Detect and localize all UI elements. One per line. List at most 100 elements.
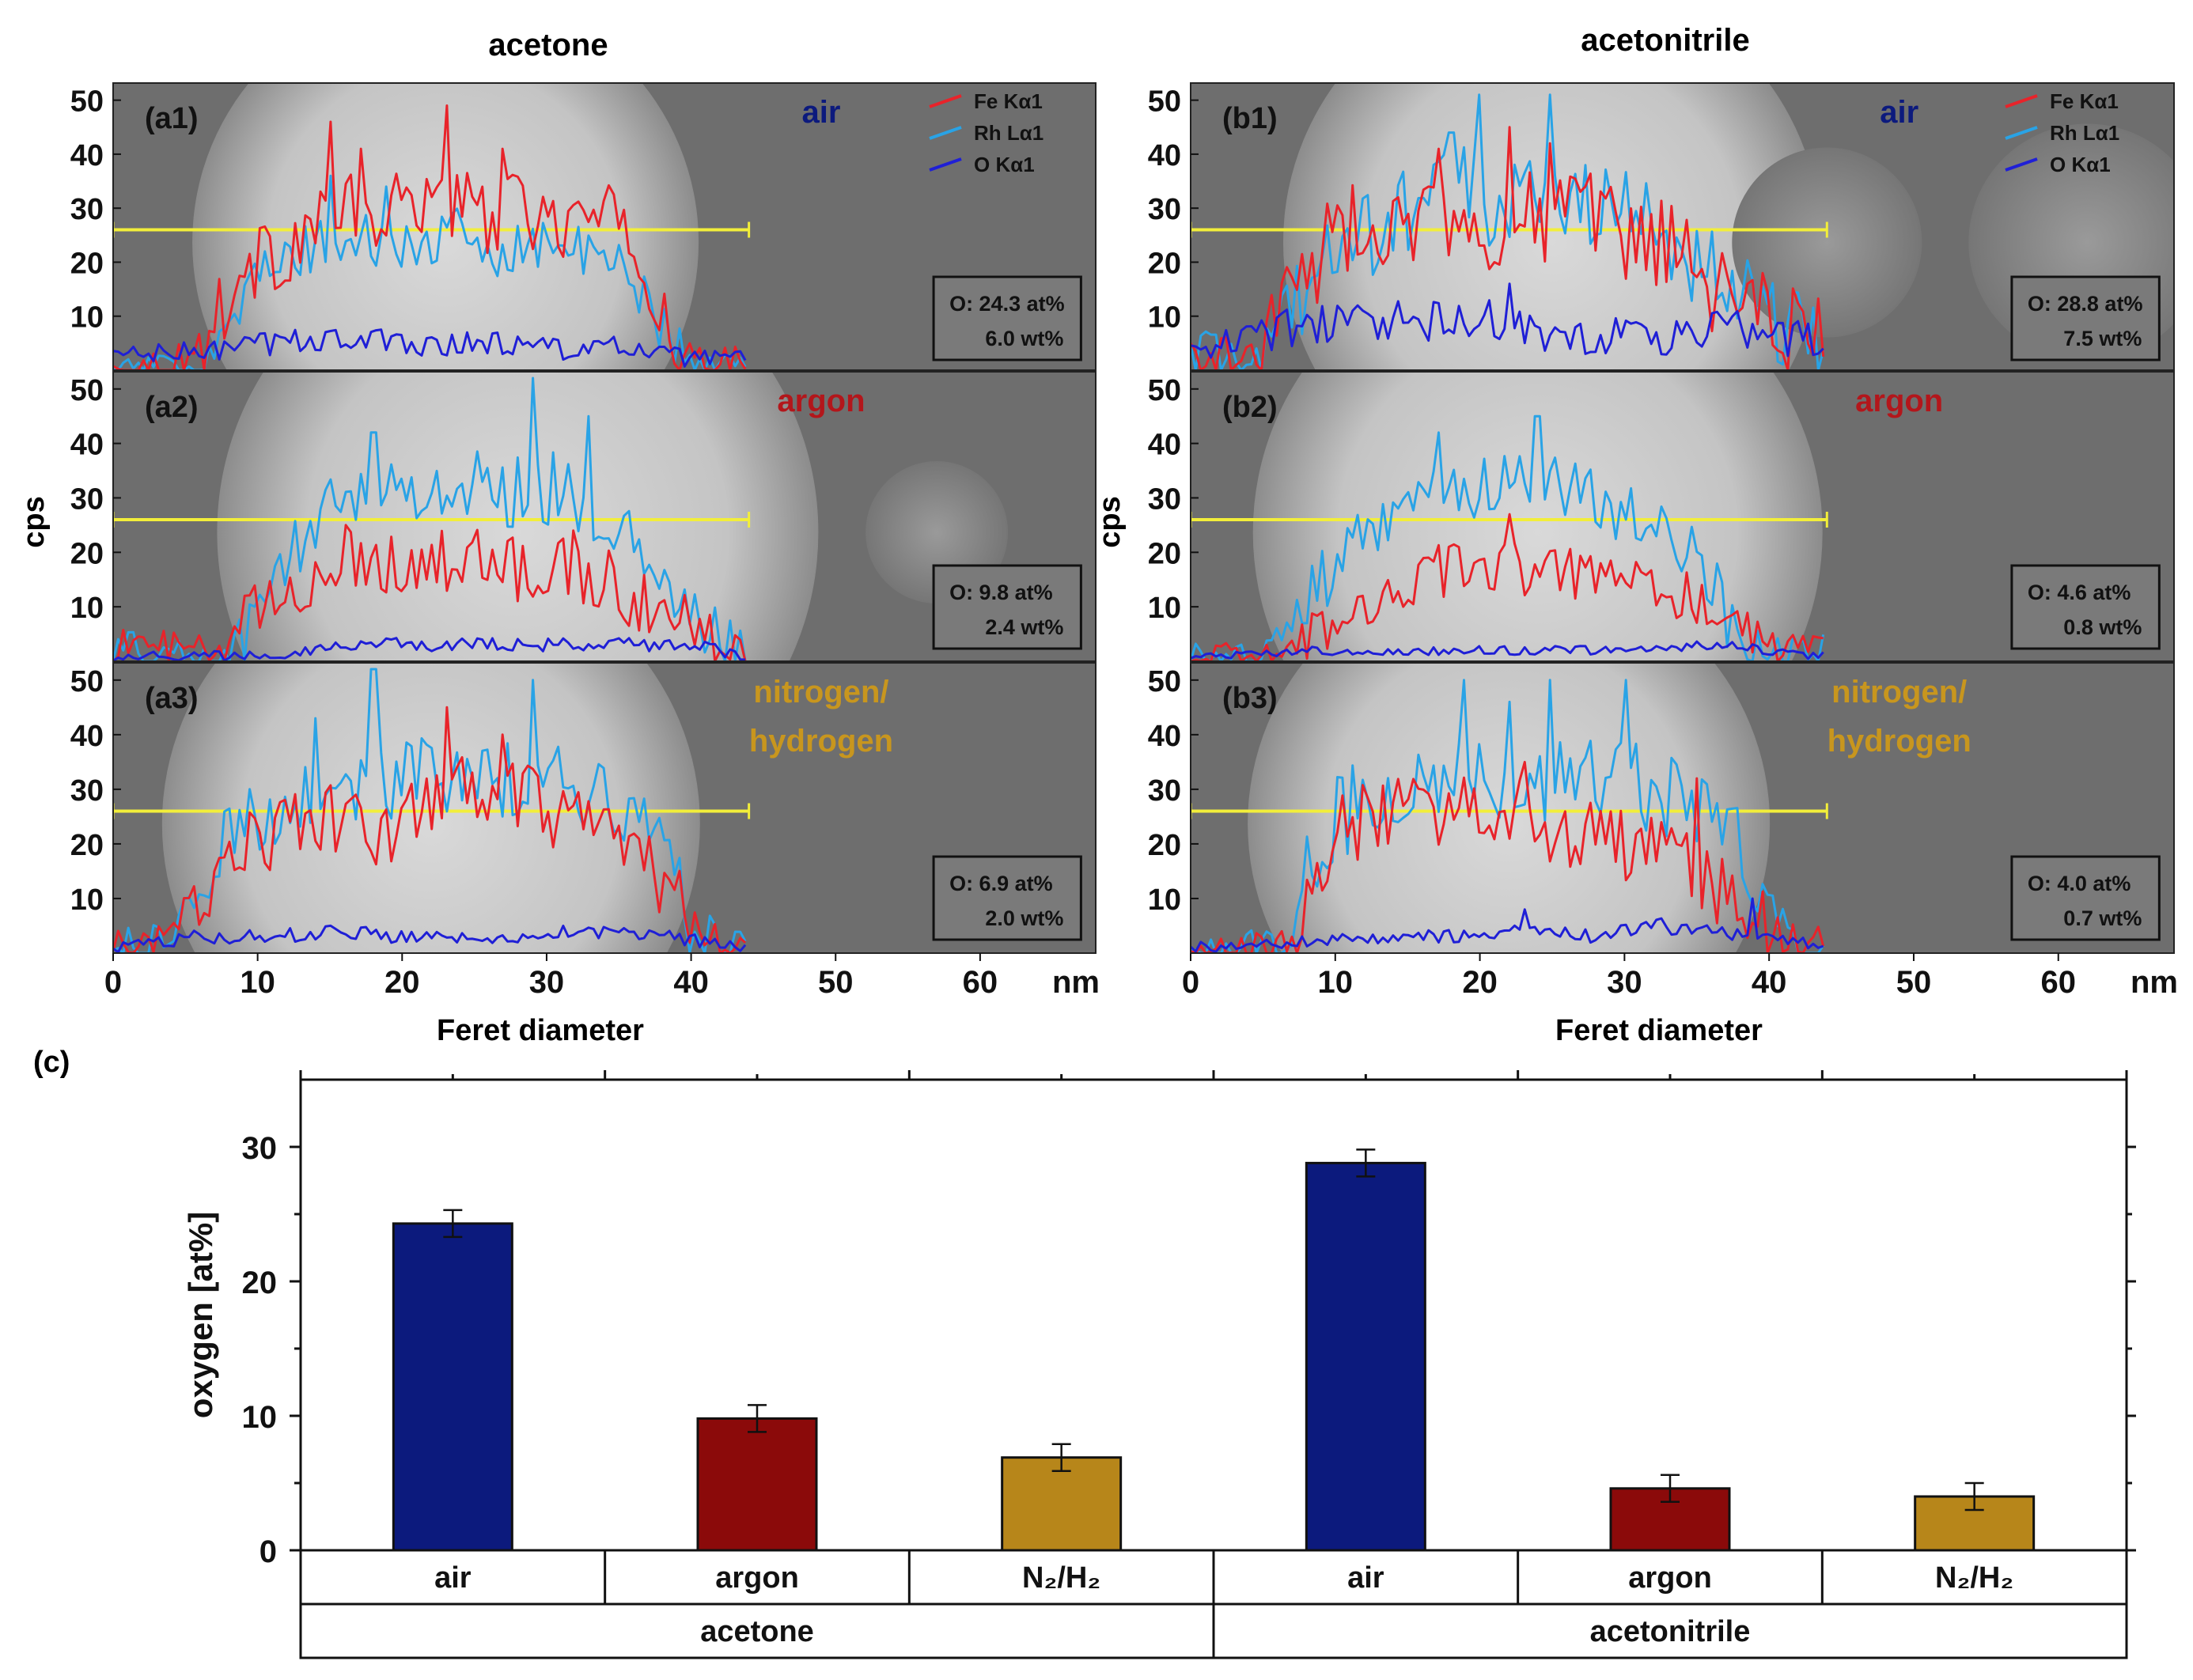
composition-at: O: 4.0 at% bbox=[2028, 872, 2131, 895]
xtick-label: 20 bbox=[384, 965, 420, 1000]
ytick-label: 10 bbox=[70, 592, 104, 625]
ytick-label: 30 bbox=[70, 482, 104, 516]
ytick-label: 40 bbox=[1148, 429, 1181, 462]
legend-entry-2: Rh Lα1 bbox=[974, 121, 1043, 145]
xtick-label: 60 bbox=[963, 965, 998, 1000]
ytick-label: 30 bbox=[70, 774, 104, 808]
atmosphere-label: nitrogen/ bbox=[753, 675, 888, 709]
atmosphere-label: nitrogen/ bbox=[1831, 675, 1967, 709]
ytick-label: 10 bbox=[70, 301, 104, 335]
group-label-acetone: acetone bbox=[700, 1615, 814, 1648]
xlabel-left: Feret diameter bbox=[437, 1014, 644, 1047]
bar-ytick-label: 20 bbox=[242, 1266, 278, 1300]
series-line-o bbox=[1191, 282, 1824, 359]
series-line-rh bbox=[1191, 414, 1825, 661]
xaxis-unit: nm bbox=[1052, 965, 1100, 1000]
legend-swatch-3 bbox=[2005, 157, 2038, 172]
composition-box bbox=[932, 564, 1082, 650]
nanoparticle-1 bbox=[1283, 83, 1821, 370]
ytick-label: 40 bbox=[1148, 720, 1181, 753]
nanoparticle-1 bbox=[217, 372, 819, 661]
bar-plot-frame bbox=[299, 1078, 2128, 1552]
series-line-fe bbox=[113, 706, 747, 953]
column-title-acetone: acetone bbox=[488, 28, 608, 62]
composition-at: O: 4.6 at% bbox=[2028, 581, 2131, 604]
composition-wt: 2.0 wt% bbox=[985, 906, 1063, 930]
legend-entry-3: O Kα1 bbox=[974, 153, 1035, 176]
legend-entry-2: Rh Lα1 bbox=[2050, 121, 2119, 145]
bar-3 bbox=[1001, 1456, 1123, 1552]
profile-panel-a1: 10 20 30 40 50 (a1) air Fe Kα1 Rh Lα1 O Kα1 O: 24.… bbox=[70, 82, 1096, 371]
category-label-4: air bbox=[1347, 1561, 1384, 1595]
xtick-label: 30 bbox=[1607, 965, 1642, 1000]
atmosphere-label: hydrogen bbox=[1828, 724, 1971, 759]
bar-ytick-label: 0 bbox=[259, 1534, 277, 1569]
panel-frame bbox=[112, 82, 1096, 371]
profile-panel-b1: 10 20 30 40 50 (b1) air Fe Kα1 Rh Lα1 O Kα1 O: 28.… bbox=[1148, 82, 2175, 371]
series-line-rh bbox=[113, 376, 747, 661]
panel-c-label: (c) bbox=[33, 1046, 70, 1079]
series-line-rh bbox=[1191, 679, 1824, 953]
ytick-label: 10 bbox=[1148, 592, 1181, 625]
column-title-acetonitrile: acetonitrile bbox=[1581, 23, 1749, 58]
xtick-label: 10 bbox=[1318, 965, 1354, 1000]
category-label-3: N₂/H₂ bbox=[1022, 1561, 1100, 1595]
ytick-label: 50 bbox=[1148, 665, 1181, 698]
ytick-label: 20 bbox=[70, 829, 104, 862]
profile-panel-b3: 10 20 30 40 50 (b3) nitrogen/hydrogen O: 4.0 at… bbox=[1148, 662, 2178, 1000]
profile-ylabel-right: cps bbox=[1093, 496, 1127, 547]
xtick-label: 50 bbox=[818, 965, 854, 1000]
legend-entry-1: Fe Kα1 bbox=[2050, 89, 2119, 113]
panel-frame bbox=[112, 371, 1096, 662]
bar-ylabel: oxygen [at%] bbox=[182, 1212, 219, 1418]
ytick-label: 20 bbox=[1148, 537, 1181, 570]
series-line-o bbox=[1191, 897, 1824, 953]
series-line-fe bbox=[113, 524, 747, 661]
composition-wt: 0.8 wt% bbox=[2063, 615, 2142, 639]
ytick-label: 30 bbox=[1148, 774, 1181, 808]
composition-box bbox=[2010, 275, 2161, 361]
legend-swatch-1 bbox=[2005, 94, 2038, 108]
legend-swatch-2 bbox=[929, 126, 962, 140]
ytick-label: 10 bbox=[1148, 884, 1181, 917]
oxygen-bar-chart: 0 10 20 30 oxygen [at%] air argon N₂/H₂ air argon… bbox=[182, 1070, 2136, 1659]
bar-4 bbox=[1305, 1161, 1426, 1552]
ytick-label: 40 bbox=[1148, 139, 1181, 172]
xtick-label: 50 bbox=[1896, 965, 1932, 1000]
profile-panel-b2: 10 20 30 40 50 (b2) argon O: 4.6 at% 0.8 wt% bbox=[1148, 371, 2175, 662]
panel-frame bbox=[1190, 82, 2175, 371]
bar-ytick-label: 10 bbox=[242, 1400, 278, 1435]
ytick-label: 10 bbox=[1148, 301, 1181, 335]
series-line-rh bbox=[1191, 93, 1825, 370]
series-line-o bbox=[113, 328, 747, 368]
atmosphere-label: air bbox=[802, 95, 841, 130]
micrograph-b3 bbox=[1191, 663, 2174, 953]
panel-label-b2: (b2) bbox=[1222, 391, 1278, 424]
legend-swatch-1 bbox=[929, 94, 962, 108]
atmosphere-label: argon bbox=[1855, 384, 1943, 418]
series-line-rh bbox=[113, 174, 747, 370]
profile-panel-a3: 10 20 30 40 50 (a3) nitrogen/hydrogen O: 6.9 at… bbox=[70, 662, 1100, 1000]
group-label-acetonitrile: acetonitrile bbox=[1590, 1615, 1751, 1648]
category-label-1: air bbox=[434, 1561, 472, 1595]
composition-wt: 7.5 wt% bbox=[2063, 327, 2142, 350]
panel-frame bbox=[112, 662, 1096, 954]
micrograph-a1 bbox=[113, 83, 1096, 370]
ytick-label: 50 bbox=[1148, 374, 1181, 407]
bar-2 bbox=[696, 1417, 818, 1552]
ytick-label: 50 bbox=[70, 85, 104, 119]
series-line-o bbox=[113, 924, 747, 953]
composition-at: O: 28.8 at% bbox=[2028, 292, 2143, 316]
panel-label-b3: (b3) bbox=[1222, 682, 1278, 715]
xtick-label: 0 bbox=[104, 965, 122, 1000]
legend-swatch-3 bbox=[929, 157, 962, 172]
series-line-rh bbox=[113, 668, 747, 953]
composition-wt: 0.7 wt% bbox=[2063, 906, 2142, 930]
nanoparticle-1 bbox=[1248, 663, 1771, 953]
nanoparticle-2 bbox=[1732, 147, 1922, 338]
ytick-label: 20 bbox=[70, 537, 104, 570]
ytick-label: 20 bbox=[1148, 247, 1181, 280]
panel-label-b1: (b1) bbox=[1222, 102, 1278, 135]
ytick-label: 50 bbox=[70, 665, 104, 698]
